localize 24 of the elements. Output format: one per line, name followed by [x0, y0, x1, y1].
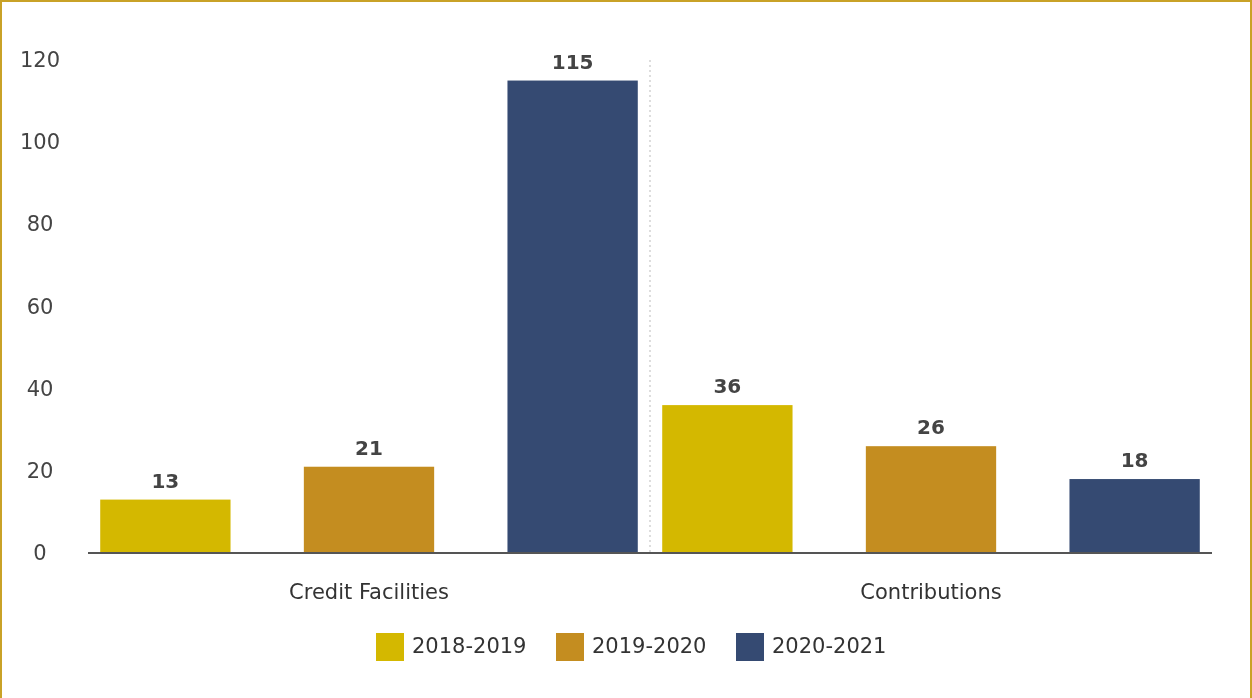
data-label: 115 [551, 49, 594, 74]
legend-label: 2018-2019 [412, 634, 527, 659]
y-tick-label: 60 [26, 294, 54, 319]
y-tick-label: 40 [26, 376, 54, 401]
bar [865, 446, 997, 553]
data-label: 21 [355, 435, 383, 460]
data-label: 26 [917, 415, 945, 440]
x-tick-label: Credit Facilities [289, 580, 449, 604]
data-label: 18 [1120, 448, 1149, 473]
legend-label: 2019-2020 [592, 634, 707, 659]
data-label: 13 [151, 468, 180, 493]
data-label: 36 [713, 374, 742, 399]
bar [662, 405, 793, 553]
y-tick-label: 120 [19, 48, 61, 72]
x-tick-label: Contributions [860, 580, 1002, 604]
y-tick-label: 0 [33, 541, 47, 565]
legend-label: 2020-2021 [772, 634, 887, 659]
y-tick-label: 100 [19, 130, 61, 155]
bar [507, 80, 638, 553]
bar [1069, 479, 1200, 553]
y-tick-label: 20 [26, 458, 54, 483]
bar [303, 466, 435, 553]
bar [100, 499, 231, 553]
y-tick-label: 80 [26, 212, 54, 237]
